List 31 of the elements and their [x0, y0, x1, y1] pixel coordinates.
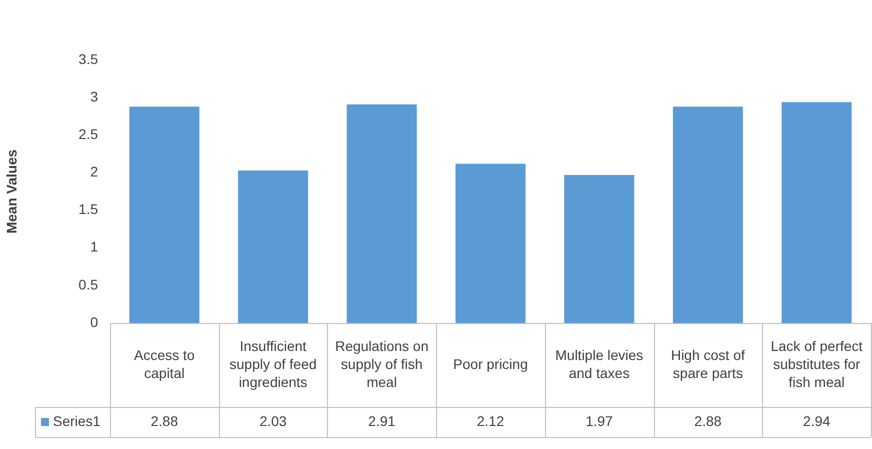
data-label: 2.88 — [694, 412, 722, 429]
bar — [455, 164, 526, 323]
x-tick-label: Lack of perfect substitutes for fish meal — [770, 338, 863, 390]
data-label: 2.03 — [259, 412, 287, 429]
data-label: 2.94 — [803, 412, 830, 429]
bar — [238, 170, 308, 323]
y-axis-title: Mean Values — [3, 149, 20, 234]
y-tick-label: 0.5 — [78, 276, 98, 292]
bar — [564, 174, 634, 323]
data-label: 2.12 — [476, 412, 504, 429]
legend-label: Series1 — [53, 412, 101, 429]
y-tick-label: 2 — [90, 164, 98, 180]
x-tick-label: Insufficient supply of feed ingredients — [229, 338, 317, 390]
y-tick-label: 1.5 — [78, 201, 98, 218]
x-tick-label: Access to capital — [134, 346, 195, 381]
bar — [672, 106, 743, 323]
bar — [782, 102, 852, 323]
x-tick-label: Poor pricing — [453, 356, 528, 372]
y-tick-label: 2.5 — [78, 126, 98, 142]
x-tick-label: Multiple levies and taxes — [555, 346, 644, 381]
y-tick-label: 0 — [90, 314, 98, 330]
x-tick-label: High cost of spare parts — [670, 346, 745, 381]
y-tick-label: 1 — [90, 238, 98, 255]
bar — [346, 104, 417, 323]
y-tick-label: 3.5 — [78, 50, 98, 67]
y-tick-label: 3 — [90, 88, 98, 104]
bar — [129, 106, 200, 323]
data-label: 2.91 — [368, 412, 396, 429]
x-tick-label: Regulations on supply of fish meal — [335, 338, 428, 390]
data-label: 2.88 — [150, 412, 178, 429]
data-label: 1.97 — [586, 412, 614, 429]
